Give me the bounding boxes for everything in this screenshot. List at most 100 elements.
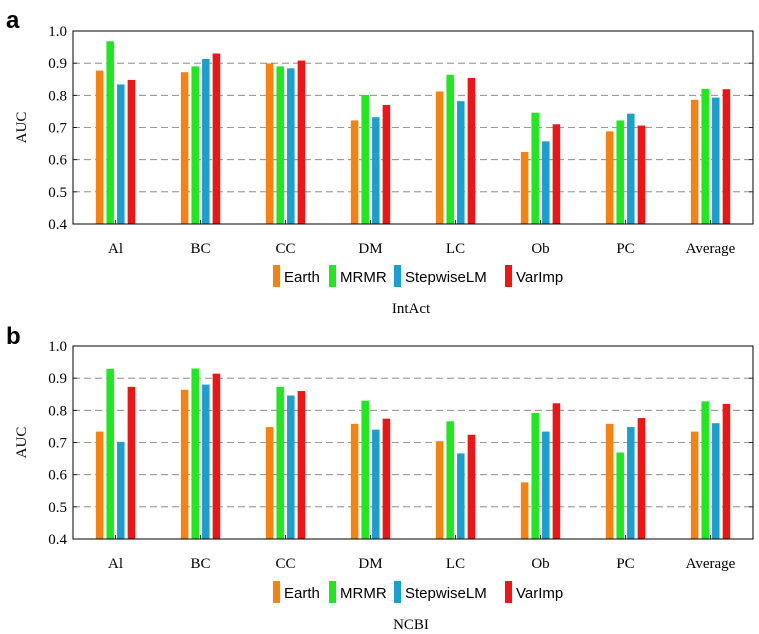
y-tick-label: 0.8: [48, 88, 67, 104]
bar-earth-lc: [435, 91, 444, 225]
bar-stepwiselm-pc: [627, 427, 635, 539]
x-tick-label: PC: [616, 241, 634, 257]
bar-mrmr-pc: [616, 120, 624, 224]
bar-varimp-al: [127, 386, 136, 539]
bar-varimp-al: [127, 79, 136, 224]
legend-label-earth: Earth: [284, 585, 320, 602]
bar-varimp-cc: [297, 391, 306, 539]
bar-mrmr-al: [106, 368, 114, 539]
y-tick-label: 0.4: [48, 217, 67, 233]
y-axis-title: AUC: [14, 112, 30, 144]
bar-stepwiselm-lc: [457, 453, 465, 539]
x-tick-label: Ob: [531, 241, 549, 257]
x-tick-label: BC: [190, 556, 210, 572]
legend-label-stepwiselm: StepwiseLM: [405, 585, 487, 602]
legend-swatch-mrmr: [329, 581, 336, 603]
y-tick-label: 0.6: [48, 153, 67, 169]
bar-stepwiselm-average: [712, 97, 720, 224]
legend-label-varimp: VarImp: [516, 269, 563, 286]
panel-label: b: [6, 323, 21, 350]
bar-earth-al: [95, 70, 104, 224]
bar-earth-ob: [520, 482, 529, 539]
bar-earth-pc: [605, 423, 614, 539]
bar-stepwiselm-pc: [627, 113, 635, 224]
x-tick-label: CC: [275, 241, 295, 257]
bar-varimp-pc: [637, 125, 646, 224]
bar-varimp-average: [722, 403, 731, 539]
legend-swatch-stepwiselm: [394, 581, 401, 603]
bar-stepwiselm-ob: [542, 431, 550, 539]
bar-mrmr-lc: [446, 421, 454, 539]
x-tick-label: Al: [108, 556, 123, 572]
y-tick-label: 0.7: [48, 121, 67, 137]
y-tick-label: 0.4: [48, 532, 67, 548]
x-tick-label: DM: [358, 241, 382, 257]
bar-earth-al: [95, 431, 104, 539]
bar-varimp-dm: [382, 104, 391, 224]
bar-varimp-pc: [637, 418, 646, 539]
legend-label-varimp: VarImp: [516, 585, 563, 602]
bar-earth-ob: [520, 151, 529, 224]
bar-mrmr-cc: [276, 66, 284, 224]
bar-earth-dm: [350, 423, 359, 539]
legend-label-mrmr: MRMR: [340, 269, 387, 286]
y-tick-label: 1.0: [48, 339, 67, 355]
bar-stepwiselm-bc: [202, 384, 210, 539]
legend-label-earth: Earth: [284, 269, 320, 286]
x-tick-label: Al: [108, 241, 123, 257]
bar-varimp-cc: [297, 60, 306, 224]
panel-caption: IntAct: [392, 301, 431, 317]
legend-swatch-varimp: [505, 581, 512, 603]
bar-varimp-bc: [212, 53, 221, 225]
bar-earth-cc: [265, 427, 274, 539]
bar-stepwiselm-lc: [457, 101, 465, 224]
bar-stepwiselm-ob: [542, 141, 550, 224]
bar-earth-dm: [350, 120, 359, 224]
bar-earth-bc: [180, 389, 189, 539]
legend-swatch-varimp: [505, 265, 512, 287]
panel-a: a 0.4 0.5 0.6 0.7 0.8 0.9 1.0 AUC Al BC CC DM LC Ob PC A…: [6, 7, 754, 317]
legend-label-stepwiselm: StepwiseLM: [405, 269, 487, 286]
bar-earth-pc: [605, 131, 614, 224]
y-tick-label: 0.8: [48, 403, 67, 419]
x-tick-label: BC: [190, 241, 210, 257]
bar-varimp-ob: [552, 403, 561, 539]
bar-mrmr-bc: [191, 368, 199, 539]
bar-varimp-lc: [467, 434, 476, 539]
bar-stepwiselm-al: [117, 84, 125, 224]
bar-mrmr-pc: [616, 452, 624, 539]
bar-mrmr-al: [106, 41, 114, 224]
x-tick-label: LC: [446, 241, 465, 257]
bar-stepwiselm-dm: [372, 429, 380, 539]
bar-mrmr-average: [701, 88, 709, 225]
bar-varimp-dm: [382, 418, 391, 539]
plot-frame: [72, 30, 754, 225]
bar-mrmr-bc: [191, 66, 199, 224]
legend-swatch-mrmr: [329, 265, 336, 287]
bar-stepwiselm-cc: [287, 68, 295, 225]
y-tick-label: 0.9: [48, 371, 67, 387]
y-tick-label: 0.7: [48, 436, 67, 452]
bar-varimp-bc: [212, 373, 221, 539]
bar-mrmr-ob: [531, 112, 539, 224]
bar-mrmr-dm: [361, 95, 369, 225]
bar-stepwiselm-dm: [372, 117, 380, 224]
legend-label-mrmr: MRMR: [340, 585, 387, 602]
legend-swatch-earth: [273, 265, 280, 287]
bar-mrmr-dm: [361, 400, 369, 539]
y-tick-label: 1.0: [48, 24, 67, 40]
y-axis-title: AUC: [14, 427, 30, 459]
bar-varimp-ob: [552, 124, 561, 224]
y-tick-label: 0.9: [48, 56, 67, 72]
bar-mrmr-lc: [446, 74, 454, 224]
legend-swatch-stepwiselm: [394, 265, 401, 287]
x-tick-label: Ob: [531, 556, 549, 572]
bar-mrmr-average: [701, 401, 709, 539]
bar-varimp-average: [722, 89, 731, 224]
bar-stepwiselm-al: [117, 441, 125, 539]
y-tick-label: 0.5: [48, 500, 67, 516]
x-tick-label: LC: [446, 556, 465, 572]
y-tick-label: 0.6: [48, 468, 67, 484]
bar-earth-lc: [435, 441, 444, 539]
